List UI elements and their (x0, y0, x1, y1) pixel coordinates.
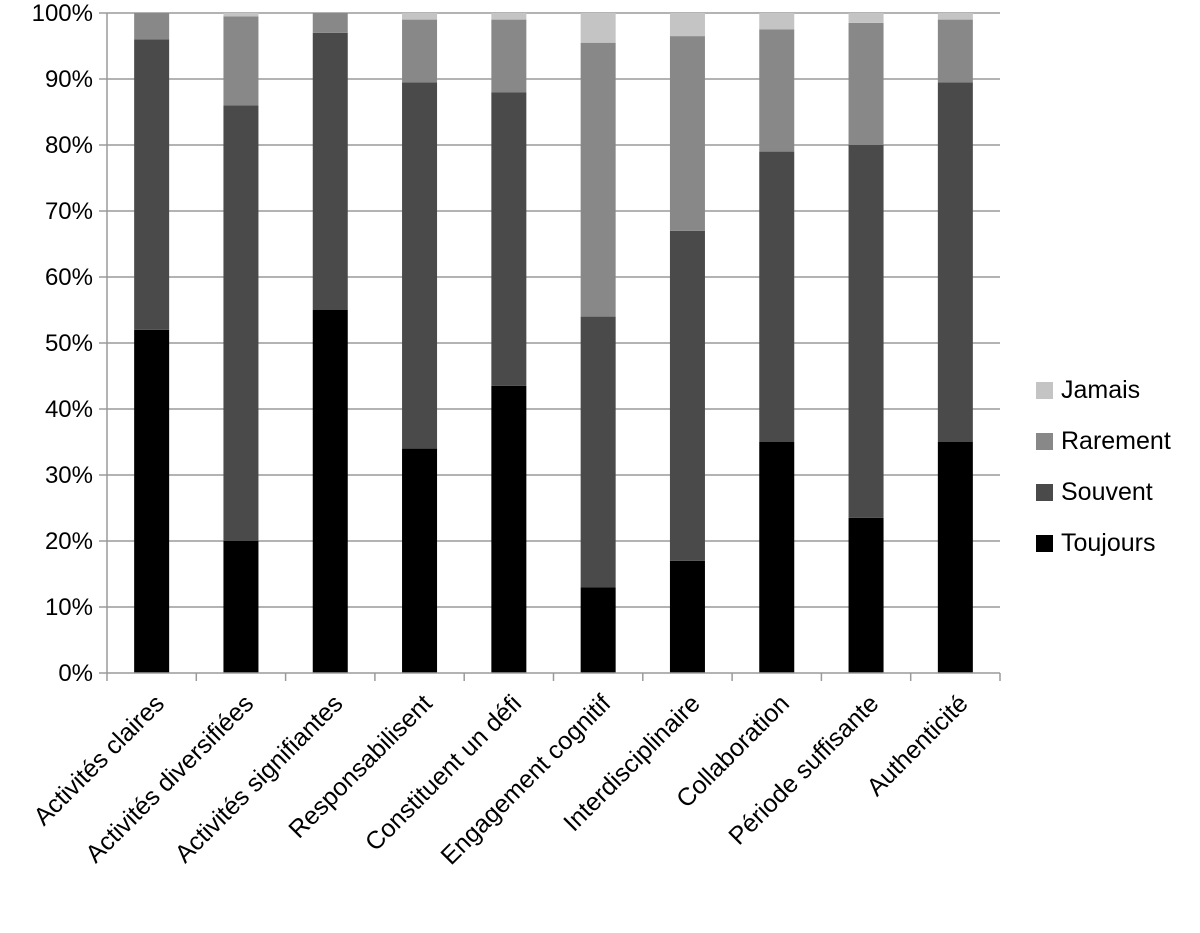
bar-segment-toujours (937, 442, 973, 673)
bar-segment-rarement (134, 13, 170, 40)
x-tick-label: Engagement cognitif (435, 689, 616, 870)
bar-segment-toujours (580, 587, 616, 673)
y-tick-label: 30% (45, 462, 93, 489)
y-tick-label: 60% (45, 264, 93, 291)
legend-label-rarement: Rarement (1061, 427, 1171, 455)
legend-swatch-jamais (1036, 382, 1053, 399)
y-tick-label: 20% (45, 528, 93, 555)
bar-segment-souvent (580, 316, 616, 588)
x-tick-label: Période suffisante (723, 689, 884, 850)
x-tick-label: Activités diversifiées (80, 689, 259, 868)
bar-segment-souvent (312, 32, 348, 311)
bar-segment-rarement (937, 19, 973, 83)
bar-segment-souvent (937, 82, 973, 443)
bar-segment-toujours (223, 541, 259, 673)
bar-segment-souvent (402, 82, 438, 449)
bar-segment-toujours (759, 442, 795, 673)
x-tick-label: Activités signifiantes (170, 689, 349, 868)
legend: Jamais Rarement Souvent Toujours (1036, 376, 1171, 557)
y-tick-label: 10% (45, 594, 93, 621)
bar-segment-jamais (669, 13, 705, 37)
bar-segment-rarement (402, 19, 438, 83)
legend-label-toujours: Toujours (1061, 529, 1156, 557)
bar-segment-jamais (848, 13, 884, 23)
legend-swatch-souvent (1036, 484, 1053, 501)
bar-segment-jamais (223, 13, 259, 17)
bar-segment-jamais (759, 13, 795, 30)
bar-segment-toujours (402, 448, 438, 673)
bar-segment-jamais (491, 13, 527, 20)
y-tick-label: 70% (45, 198, 93, 225)
bar-segment-jamais (402, 13, 438, 20)
y-tick-label: 80% (45, 132, 93, 159)
bar-segment-souvent (134, 39, 170, 330)
bar-segment-toujours (312, 310, 348, 673)
x-tick-label: Constituent un défi (360, 689, 527, 856)
y-tick-label: 100% (32, 0, 93, 27)
legend-label-souvent: Souvent (1061, 478, 1153, 506)
bar-segment-rarement (759, 29, 795, 152)
bar-segment-toujours (134, 329, 170, 673)
y-tick-labels: 0% 10% 20% 30% 40% 50% 60% 70% 80% 90% 100% (32, 0, 93, 687)
bar-segment-rarement (669, 36, 705, 231)
y-tick-label: 90% (45, 66, 93, 93)
bar-segment-rarement (580, 42, 616, 317)
bar-segment-rarement (491, 19, 527, 93)
y-tick-label: 50% (45, 330, 93, 357)
bar-segment-jamais (937, 13, 973, 20)
bar-segment-rarement (223, 16, 259, 106)
axes (99, 12, 1001, 681)
bar-segment-souvent (759, 151, 795, 442)
legend-swatch-toujours (1036, 535, 1053, 552)
y-tick-label: 0% (58, 660, 93, 687)
legend-swatch-rarement (1036, 433, 1053, 450)
bar-segment-souvent (223, 105, 259, 542)
bar-segment-toujours (669, 560, 705, 673)
bar-segment-souvent (669, 230, 705, 561)
bar-segment-toujours (491, 385, 527, 673)
legend-label-jamais: Jamais (1061, 376, 1140, 404)
bar-segment-toujours (848, 517, 884, 673)
bar-segment-jamais (580, 13, 616, 43)
y-tick-label: 40% (45, 396, 93, 423)
bars (134, 13, 973, 673)
bar-segment-souvent (848, 145, 884, 518)
bar-segment-rarement (312, 13, 348, 33)
bar-segment-rarement (848, 22, 884, 145)
bar-segment-souvent (491, 92, 527, 386)
